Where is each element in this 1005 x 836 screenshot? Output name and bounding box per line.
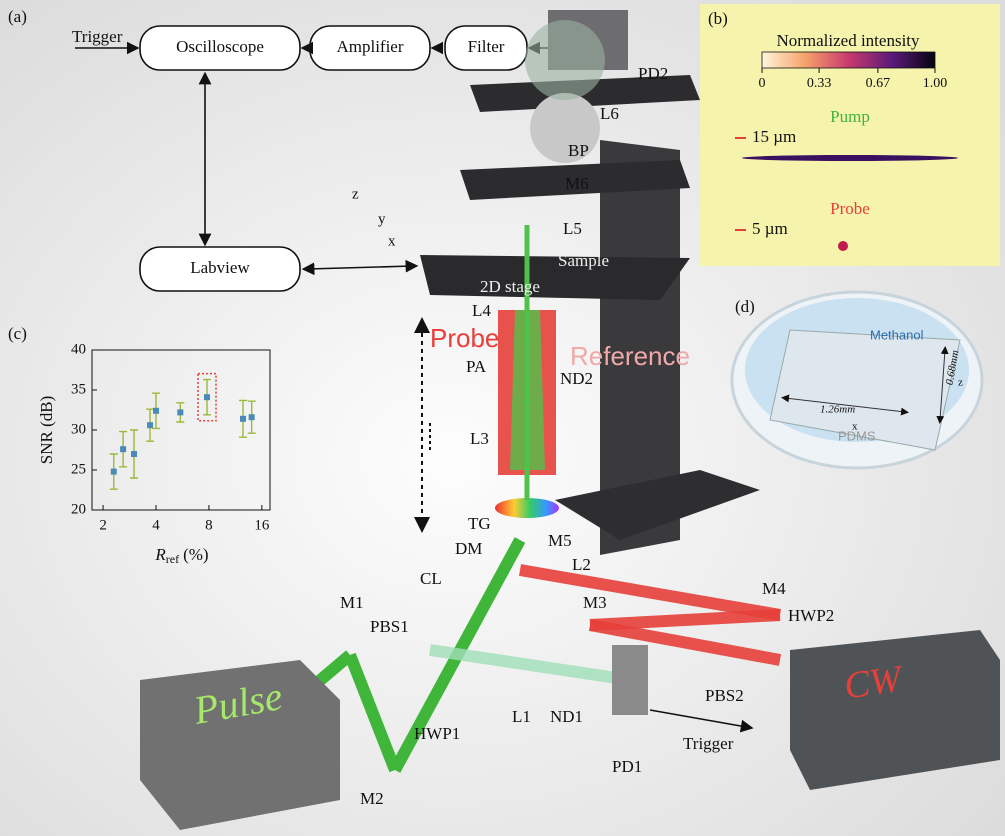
m6: M6 bbox=[565, 174, 589, 193]
m1: M1 bbox=[340, 593, 364, 612]
data-point bbox=[177, 409, 183, 415]
reference-label: Reference bbox=[570, 341, 690, 371]
trigger-label: Trigger bbox=[72, 27, 123, 46]
stage: 2D stage bbox=[480, 277, 540, 296]
sample: Sample bbox=[558, 251, 609, 270]
hwp1: HWP1 bbox=[414, 724, 460, 743]
cw-label: CW bbox=[842, 658, 908, 708]
data-point bbox=[111, 469, 117, 475]
colorbar-tick-label: 0.67 bbox=[866, 76, 891, 91]
panel-label: (a) bbox=[8, 7, 27, 26]
colorbar-title: Normalized intensity bbox=[776, 31, 920, 50]
pa: PA bbox=[466, 357, 487, 376]
pbs1: PBS1 bbox=[370, 617, 409, 636]
data-point bbox=[153, 408, 159, 414]
axis-z: z bbox=[352, 186, 359, 202]
data-point bbox=[249, 414, 255, 420]
pump-scale: 15 µm bbox=[752, 127, 796, 146]
axis-x: x bbox=[852, 421, 858, 433]
dm: DM bbox=[455, 539, 482, 558]
panel-label: (b) bbox=[708, 9, 728, 28]
probe-label: Probe bbox=[830, 199, 870, 218]
length: 1.26mm bbox=[820, 404, 855, 416]
filter: Filter bbox=[468, 37, 505, 56]
figure: (a) Trigger Oscilloscope Amplifier Filte… bbox=[0, 0, 1005, 836]
bp: BP bbox=[568, 141, 589, 160]
x-label-symbol: R bbox=[154, 545, 166, 564]
probe-spot bbox=[838, 241, 848, 251]
axis-y: y bbox=[378, 211, 386, 227]
cl: CL bbox=[420, 569, 442, 588]
oscilloscope: Oscilloscope bbox=[176, 37, 264, 56]
pd1: PD1 bbox=[612, 757, 642, 776]
l3: L3 bbox=[470, 429, 489, 448]
x-label-subscript: ref bbox=[166, 552, 179, 566]
y-tick-label: 40 bbox=[71, 341, 86, 357]
pd2: PD2 bbox=[638, 64, 668, 83]
y-axis-label: SNR (dB) bbox=[37, 396, 56, 464]
panel-label: (c) bbox=[8, 324, 27, 343]
l1: L1 bbox=[512, 707, 531, 726]
tg: TG bbox=[468, 514, 491, 533]
colorbar-tick-label: 1.00 bbox=[923, 76, 948, 91]
x-tick-label: 4 bbox=[152, 517, 160, 533]
panel-label: (d) bbox=[735, 297, 755, 316]
x-tick-label: 8 bbox=[205, 517, 213, 533]
methanol: Methanol bbox=[870, 327, 924, 342]
m5: M5 bbox=[548, 531, 572, 550]
probe-scale: 5 µm bbox=[752, 219, 788, 238]
x-tick-label: 16 bbox=[254, 517, 270, 533]
hwp2: HWP2 bbox=[788, 606, 834, 625]
nd1: ND1 bbox=[550, 707, 583, 726]
y-tick-label: 30 bbox=[71, 421, 86, 437]
colorbar-tick-label: 0.33 bbox=[807, 76, 832, 91]
y-tick-label: 35 bbox=[71, 381, 86, 397]
axis-x: x bbox=[388, 233, 396, 249]
l6: L6 bbox=[600, 104, 619, 123]
amplifier: Amplifier bbox=[336, 37, 403, 56]
l2: L2 bbox=[572, 555, 591, 574]
pump-spot bbox=[742, 155, 958, 161]
labview: Labview bbox=[190, 258, 250, 277]
data-point bbox=[120, 446, 126, 452]
m2: M2 bbox=[360, 789, 384, 808]
pump-label: Pump bbox=[830, 107, 870, 126]
nd2: ND2 bbox=[560, 369, 593, 388]
trigger-out: Trigger bbox=[683, 734, 734, 753]
pbs2: PBS2 bbox=[705, 686, 744, 705]
data-point bbox=[147, 422, 153, 428]
m4: M4 bbox=[762, 579, 786, 598]
data-point bbox=[204, 394, 210, 400]
axis-z: z bbox=[958, 377, 963, 389]
colorbar-tick-label: 0 bbox=[759, 76, 766, 91]
data-point bbox=[240, 416, 246, 422]
probe-label: Probe bbox=[430, 323, 499, 353]
data-point bbox=[131, 451, 137, 457]
l5: L5 bbox=[563, 219, 582, 238]
colorbar bbox=[762, 52, 935, 68]
l4: L4 bbox=[472, 301, 491, 320]
x-label-unit: (%) bbox=[183, 545, 208, 564]
x-tick-label: 2 bbox=[99, 517, 107, 533]
m3: M3 bbox=[583, 593, 607, 612]
y-tick-label: 25 bbox=[71, 461, 86, 477]
y-tick-label: 20 bbox=[71, 501, 86, 517]
